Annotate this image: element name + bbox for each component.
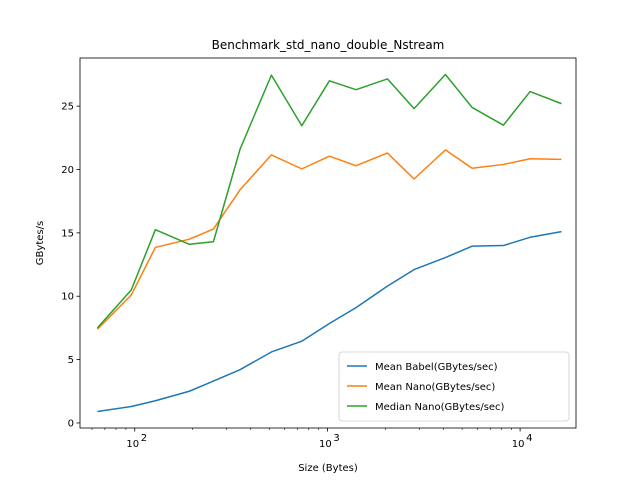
y-tick-label: 15 — [61, 228, 74, 239]
x-tick-base: 10 — [126, 439, 139, 450]
chart-title: Benchmark_std_nano_double_Nstream — [212, 38, 445, 52]
plot-frame — [79, 57, 577, 429]
series-lines — [96, 73, 562, 413]
y-tick-label: 0 — [68, 418, 74, 429]
series-line-1 — [97, 230, 562, 413]
x-tick-label: 102 — [126, 433, 147, 450]
y-tick-label: 25 — [61, 102, 74, 113]
legend-label: Mean Babel(GBytes/sec) — [375, 362, 498, 373]
x-tick-exponent: 3 — [333, 433, 339, 444]
x-tick-base: 10 — [319, 439, 332, 450]
x-tick-label: 104 — [512, 433, 533, 450]
legend-label: Mean Nano(GBytes/sec) — [375, 382, 495, 393]
y-tick-label: 5 — [68, 355, 74, 366]
y-tick-label: 10 — [61, 292, 74, 303]
x-tick-exponent: 2 — [141, 433, 147, 444]
x-tick-exponent: 4 — [526, 433, 532, 444]
series-line-2 — [96, 149, 562, 330]
y-axis-label: GBytes/s — [35, 221, 46, 265]
y-tick-label: 20 — [61, 165, 74, 176]
y-axis-ticks: 0 5 10 15 20 25 — [61, 102, 80, 429]
x-axis-label: Size (Bytes) — [298, 463, 358, 474]
x-tick-label: 103 — [319, 433, 340, 450]
series-line-3 — [96, 73, 562, 329]
legend-box — [338, 351, 570, 422]
legend: Mean Babel(GBytes/sec) Mean Nano(GBytes/s… — [338, 351, 570, 422]
x-tick-base: 10 — [512, 439, 525, 450]
legend-label: Median Nano(GBytes/sec) — [375, 402, 505, 413]
